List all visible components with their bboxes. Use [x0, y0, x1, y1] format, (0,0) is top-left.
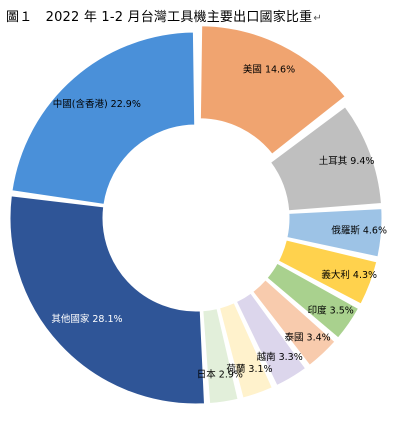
- return-mark-icon: ↵: [313, 13, 322, 24]
- donut-slice-5: [266, 262, 360, 339]
- donut-labels: 美國 14.6% 土耳其 9.4% 俄羅斯 4.6% 義大利 4.3% 印度 3.5% 泰…: [51, 63, 387, 380]
- donut-slice-11-label: 中國(含香港) 22.9%: [53, 98, 141, 110]
- donut-slice-6-label: 泰國 3.4%: [285, 331, 331, 343]
- donut-slice-2-label: 土耳其 9.4%: [319, 155, 375, 167]
- donut-slice-1: [199, 25, 346, 155]
- donut-slice-9-label: 日本 2.9%: [197, 369, 243, 381]
- donut-slice-3-label: 俄羅斯 4.6%: [331, 225, 387, 237]
- donut-slice-8: [218, 302, 273, 399]
- donut-slice-11: [11, 31, 196, 205]
- donut-slice-7-label: 越南 3.3%: [257, 351, 303, 363]
- chart-title-text: 圖１ 2022 年 1-2 月台灣工具機主要出口國家比重: [6, 10, 313, 25]
- donut-slice-7: [235, 292, 307, 387]
- donut-slice-9: [202, 308, 239, 405]
- donut-slice-4-label: 義大利 4.3%: [321, 269, 377, 281]
- donut-slice-8-label: 荷蘭 3.1%: [226, 363, 272, 375]
- donut-slice-4: [277, 239, 378, 305]
- donut-slices: [9, 25, 383, 405]
- donut-slice-6: [252, 279, 336, 366]
- chart-title: 圖１ 2022 年 1-2 月台灣工具機主要出口國家比重↵: [6, 6, 322, 25]
- donut-slice-2: [269, 106, 382, 212]
- donut-slice-10-label: 其他國家 28.1%: [51, 313, 122, 325]
- donut-slice-1-label: 美國 14.6%: [243, 63, 295, 75]
- donut-slice-3: [286, 208, 383, 258]
- donut-slice-5-label: 印度 3.5%: [308, 304, 354, 316]
- donut-slice-10: [9, 195, 206, 405]
